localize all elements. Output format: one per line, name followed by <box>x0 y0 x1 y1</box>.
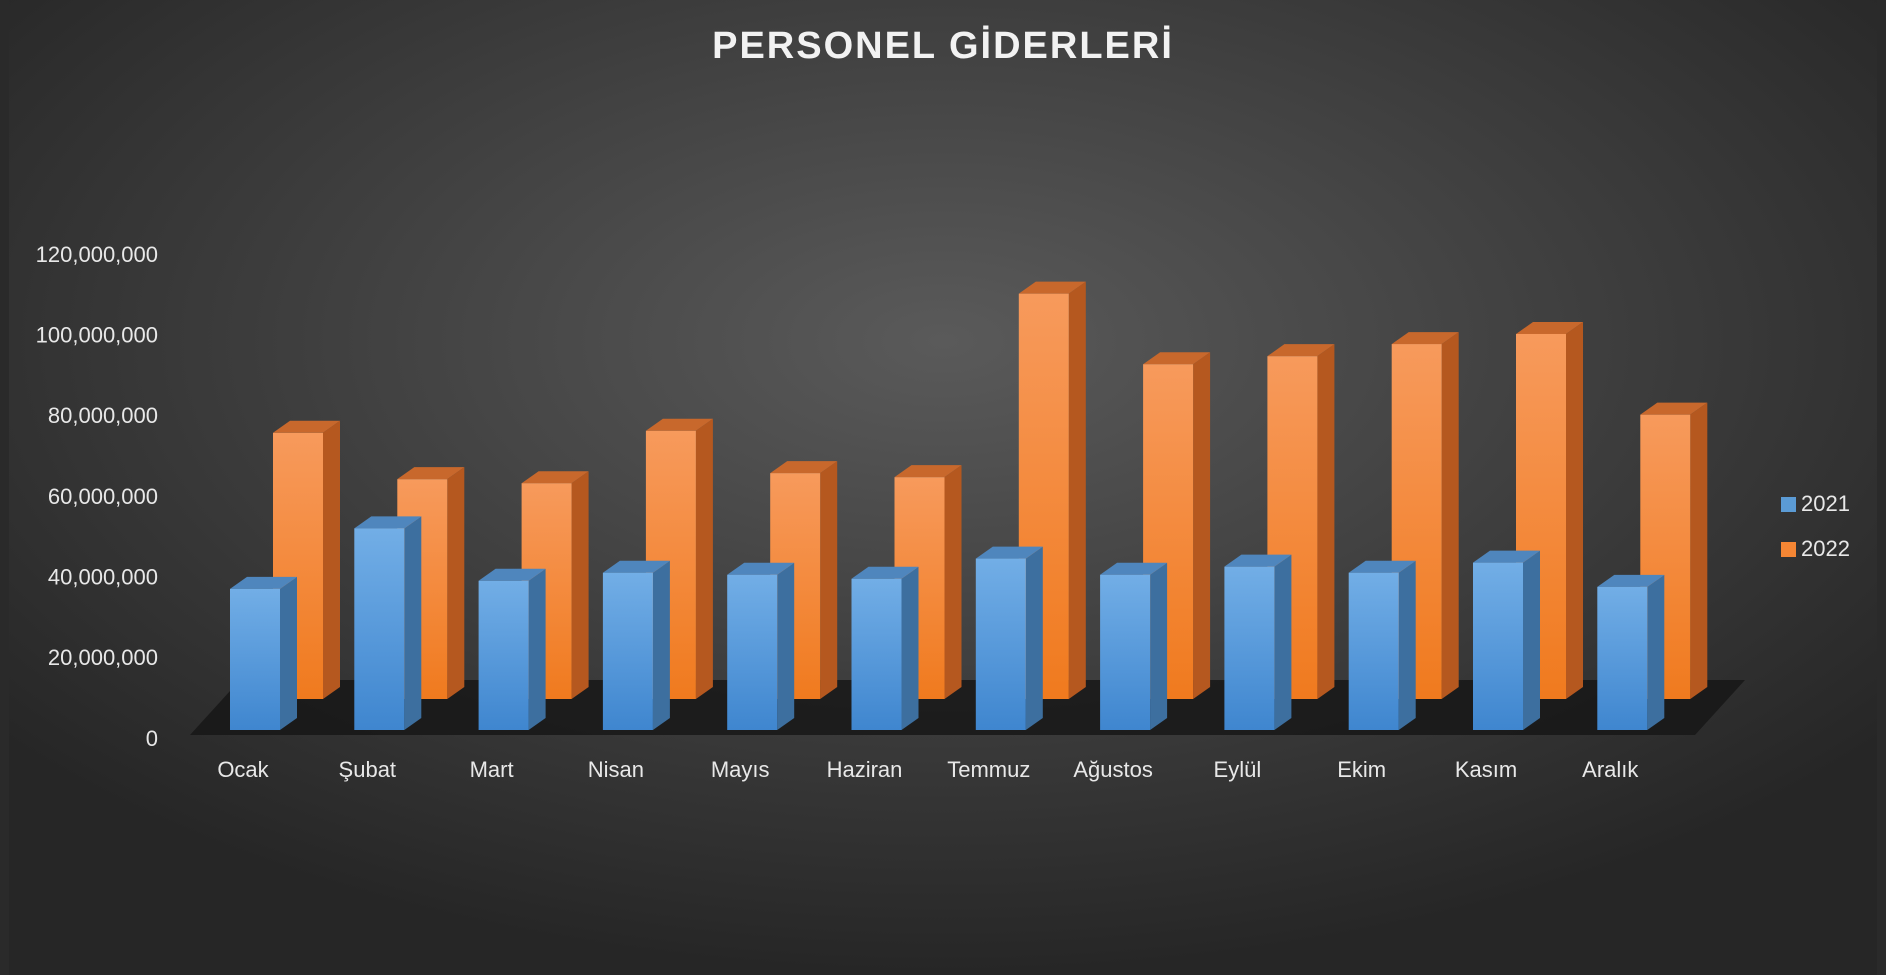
x-tick-label: Mayıs <box>711 757 770 782</box>
y-tick-label: 120,000,000 <box>36 242 158 267</box>
bar-side <box>1441 332 1459 699</box>
bar-side <box>1025 546 1043 730</box>
bar-top <box>1597 574 1665 587</box>
bar <box>354 528 405 730</box>
legend-swatch <box>1781 542 1796 557</box>
bar-side <box>695 418 713 699</box>
bar-top <box>1640 402 1708 415</box>
bar-top <box>1516 321 1583 334</box>
plot-area: 0 20,000,000 40,000,000 60,000,000 80,000,00… <box>36 242 1850 782</box>
chart-title: PERSONEL GİDERLERİ <box>712 25 1174 67</box>
bar-top <box>770 461 838 474</box>
bar <box>975 558 1026 730</box>
x-tick-label: Ocak <box>217 757 269 782</box>
bar-side <box>1566 321 1583 699</box>
legend-label: 2021 <box>1801 491 1850 516</box>
bar <box>1100 574 1151 730</box>
bar-top <box>521 471 589 484</box>
bar-side <box>1647 574 1665 730</box>
bar-top <box>273 420 340 433</box>
x-tick-label: Eylül <box>1214 757 1262 782</box>
bar <box>851 578 902 730</box>
bar-side <box>1193 352 1211 699</box>
bar-side <box>1523 550 1540 730</box>
bar-top <box>1100 562 1168 575</box>
bar-top <box>975 546 1043 559</box>
bar-top <box>1143 352 1211 365</box>
bar-side <box>901 566 919 730</box>
x-tick-label: Ekim <box>1337 757 1386 782</box>
bar-side <box>1690 402 1708 699</box>
x-tick-label: Aralık <box>1582 757 1639 782</box>
bar-top <box>1224 554 1292 567</box>
bar <box>1597 586 1648 730</box>
bar-side <box>571 471 589 699</box>
x-tick-label: Şubat <box>339 757 397 782</box>
bar-side <box>652 560 670 730</box>
bar-top <box>894 465 962 478</box>
bar-side <box>820 461 838 699</box>
y-tick-label: 60,000,000 <box>48 484 158 509</box>
y-tick-label: 20,000,000 <box>48 645 158 670</box>
bar-top <box>354 516 422 529</box>
bar-top <box>851 566 919 579</box>
bar-side <box>528 568 546 730</box>
bar-top <box>727 562 795 575</box>
x-tick-label: Kasım <box>1455 757 1517 782</box>
bar <box>727 574 778 730</box>
bar <box>230 588 280 730</box>
bar-top <box>230 576 297 589</box>
bar-side <box>1150 562 1168 730</box>
bar-top <box>1267 344 1335 357</box>
x-tick-label: Haziran <box>827 757 903 782</box>
y-tick-label: 40,000,000 <box>48 564 158 589</box>
bar <box>1473 562 1523 730</box>
bar <box>602 572 653 730</box>
bar-side <box>447 467 465 699</box>
bar-side <box>404 516 422 730</box>
bar-top <box>1018 281 1086 294</box>
bar-top <box>397 467 465 480</box>
legend-swatch <box>1781 497 1796 512</box>
bar-side <box>944 465 962 699</box>
bar-top <box>645 418 713 431</box>
bar-top <box>1391 332 1459 345</box>
bar-side <box>1274 554 1292 730</box>
y-tick-label: 100,000,000 <box>36 322 158 347</box>
bar <box>1348 572 1399 730</box>
x-tick-label: Temmuz <box>947 757 1030 782</box>
bar-side <box>280 576 297 730</box>
x-tick-label: Nisan <box>588 757 644 782</box>
bar-top <box>602 560 670 573</box>
bar-side <box>1317 344 1335 699</box>
x-tick-label: Mart <box>470 757 514 782</box>
bar-side <box>323 420 340 699</box>
y-tick-label: 80,000,000 <box>48 403 158 428</box>
bar-side <box>777 562 795 730</box>
bar <box>1224 566 1275 730</box>
x-tick-label: Ağustos <box>1073 757 1153 782</box>
bar-side <box>1398 560 1416 730</box>
legend-label: 2022 <box>1801 536 1850 561</box>
y-tick-label: 0 <box>146 726 158 751</box>
bar-top <box>478 568 546 581</box>
bar-top <box>1348 560 1416 573</box>
bar-side <box>1068 281 1086 699</box>
bar-top <box>1473 550 1540 563</box>
bar <box>478 580 529 730</box>
